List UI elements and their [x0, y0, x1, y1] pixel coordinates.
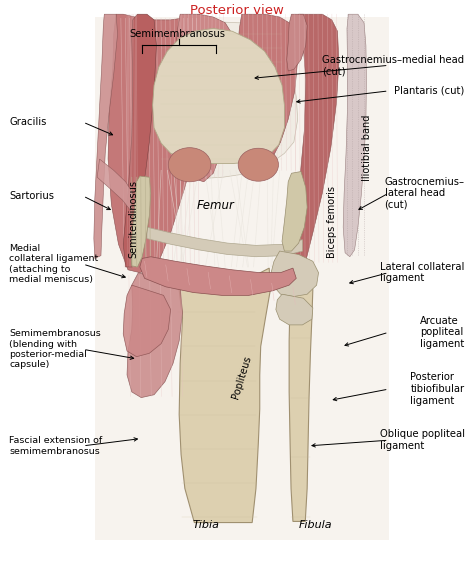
Polygon shape [145, 267, 270, 523]
Polygon shape [94, 14, 118, 258]
Polygon shape [283, 267, 313, 521]
Text: Medial
collateral ligament
(attaching to
medial meniscus): Medial collateral ligament (attaching to… [9, 244, 99, 284]
Polygon shape [131, 176, 151, 267]
Text: Lateral collateral
ligament: Lateral collateral ligament [380, 262, 465, 283]
Text: Gracilis: Gracilis [9, 117, 47, 127]
Polygon shape [97, 159, 133, 210]
Text: Posterior
tibiofibular
ligament: Posterior tibiofibular ligament [410, 373, 465, 406]
Polygon shape [108, 14, 206, 273]
Polygon shape [293, 14, 339, 264]
Polygon shape [147, 227, 302, 257]
Text: Oblique popliteal
ligament: Oblique popliteal ligament [380, 429, 465, 451]
Ellipse shape [238, 148, 279, 181]
Polygon shape [276, 294, 313, 325]
Text: Popliteus: Popliteus [230, 355, 253, 400]
Text: Gastrocnemius–
lateral head
(cut): Gastrocnemius– lateral head (cut) [384, 177, 465, 210]
Text: Iliotibial band: Iliotibial band [362, 115, 373, 181]
Polygon shape [235, 14, 298, 172]
Polygon shape [174, 14, 235, 182]
Text: Arcuate
popliteal
ligament: Arcuate popliteal ligament [420, 316, 465, 349]
Polygon shape [282, 172, 307, 251]
Text: Fibula: Fibula [299, 520, 332, 531]
Polygon shape [123, 14, 156, 267]
Text: Plantaris (cut): Plantaris (cut) [394, 86, 465, 96]
Text: Tibia: Tibia [193, 520, 219, 531]
Polygon shape [287, 14, 307, 71]
Polygon shape [271, 251, 319, 296]
Text: Semitendinosus: Semitendinosus [128, 179, 139, 258]
Text: Posterior view: Posterior view [190, 4, 284, 17]
Polygon shape [127, 273, 182, 398]
Text: Fascial extension of
semimembranosus: Fascial extension of semimembranosus [9, 436, 103, 456]
Polygon shape [123, 285, 171, 357]
Polygon shape [95, 17, 389, 540]
Polygon shape [153, 28, 284, 164]
Polygon shape [137, 22, 298, 178]
Text: Biceps femoris: Biceps femoris [327, 186, 337, 257]
Polygon shape [140, 257, 296, 295]
Ellipse shape [168, 148, 211, 182]
Polygon shape [343, 14, 366, 257]
Text: Semimembranosus
(blending with
posterior-medial
capsule): Semimembranosus (blending with posterior… [9, 329, 101, 369]
Text: Semimembranosus: Semimembranosus [130, 28, 226, 39]
Text: Gastrocnemius–medial head
(cut): Gastrocnemius–medial head (cut) [322, 55, 465, 76]
Text: Femur: Femur [197, 199, 235, 212]
Text: Sartorius: Sartorius [9, 191, 55, 201]
